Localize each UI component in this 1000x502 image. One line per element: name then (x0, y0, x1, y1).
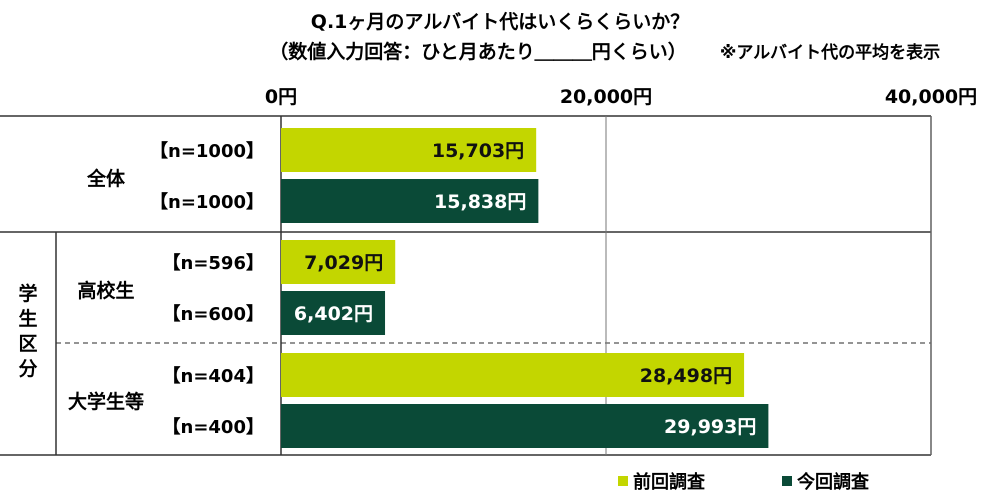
data-label: 29,993円 (664, 416, 756, 438)
bar (281, 128, 537, 172)
group-label: 高校生 (77, 279, 134, 302)
chart-title: Q.1ヶ月のアルバイト代はいくらくらいか？ (311, 11, 689, 33)
chart-subtitle: （数値入力回答：ひと月あたり＿＿＿円くらい） (269, 40, 686, 63)
x-tick-label: 20,000円 (560, 86, 652, 108)
plot-frame (0, 115, 932, 456)
category-labels: 全体【n=1000】【n=1000】高校生【n=596】【n=600】大学生等【… (18, 141, 264, 438)
gridlines (280, 116, 932, 455)
data-label: 6,402円 (294, 303, 373, 325)
bars: 15,703円 15,838円 7,029円 6,402円 28,498円 29,993円 (281, 128, 769, 448)
n-label: 【n=600】 (163, 304, 264, 325)
x-tick-label: 40,000円 (885, 86, 977, 108)
n-label: 【n=404】 (163, 366, 264, 387)
data-label: 15,838円 (434, 191, 526, 213)
n-label: 【n=596】 (163, 253, 264, 274)
vertical-group-label-char: 分 (18, 358, 37, 380)
group-label: 大学生等 (68, 390, 144, 413)
bar (281, 240, 396, 284)
legend-swatch (782, 476, 792, 486)
chart-note: ※アルバイト代の平均を表示 (720, 42, 940, 63)
data-label: 15,703円 (432, 140, 524, 162)
bar (281, 179, 539, 223)
bar (281, 353, 745, 397)
n-label: 【n=1000】 (150, 192, 264, 213)
legend-label: 今回調査 (797, 471, 869, 493)
n-label: 【n=1000】 (150, 141, 264, 162)
data-label: 28,498円 (640, 365, 732, 387)
bar (281, 404, 769, 448)
data-label: 7,029円 (304, 252, 383, 274)
legend-swatch (618, 476, 628, 486)
group-label: 全体 (86, 167, 126, 190)
n-label: 【n=400】 (163, 417, 264, 438)
legend: 前回調査 今回調査 (618, 471, 869, 493)
bar (281, 291, 386, 335)
x-tick-label: 0円 (265, 86, 297, 108)
vertical-group-label-char: 区 (18, 333, 37, 355)
x-tick-labels: 0円 20,000円 40,000円 (265, 86, 977, 108)
legend-label: 前回調査 (633, 471, 705, 493)
vertical-group-label-char: 学 (18, 282, 37, 305)
vertical-group-label-char: 生 (18, 307, 37, 330)
